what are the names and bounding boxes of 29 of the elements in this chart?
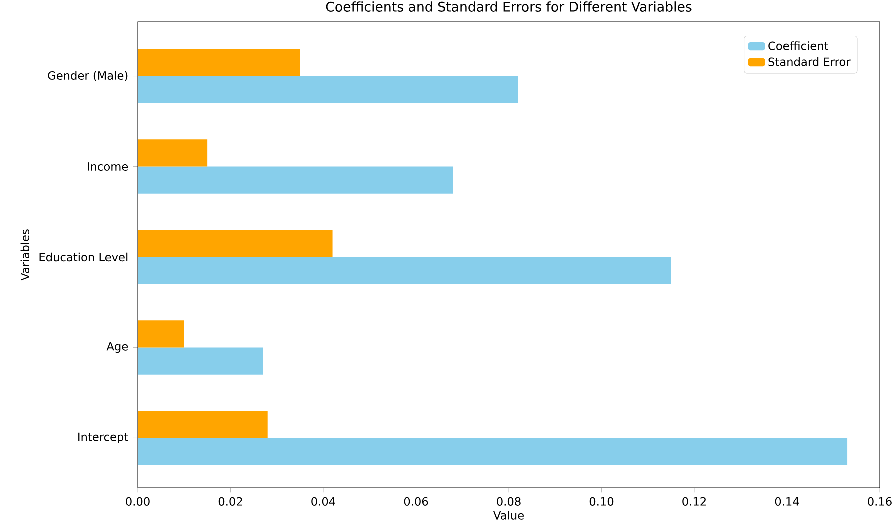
bar (138, 320, 184, 348)
y-tick-label: Gender (Male) (48, 71, 128, 82)
x-tick-label: 0.16 (868, 497, 892, 506)
x-tick-label: 0.14 (775, 497, 800, 506)
y-tick-label: Income (88, 162, 128, 171)
y-tick-label: Age (106, 342, 128, 354)
bar (138, 348, 264, 375)
y-axis-title: Variables (20, 230, 30, 281)
bar (138, 140, 208, 167)
bar (138, 438, 848, 466)
chart-title: Coefficients and Standard Errors for Different Variables (326, 2, 692, 12)
legend-label: Coefficient (768, 42, 829, 50)
x-tick-label: 0.04 (312, 497, 336, 506)
x-axis-title: Value (494, 511, 524, 520)
y-tick-label: Intercept (78, 432, 128, 444)
bar (138, 257, 672, 284)
x-tick-label: 0.06 (404, 497, 428, 506)
y-tick-label: Education Level (40, 252, 128, 262)
bar (138, 49, 300, 76)
bar (138, 166, 454, 194)
legend-label: Standard Error (768, 58, 851, 66)
x-tick-label: 0.02 (218, 497, 242, 506)
x-tick-label: 0.12 (682, 497, 706, 506)
bar (138, 230, 333, 258)
x-tick-label: 0.10 (590, 497, 614, 506)
bar (138, 411, 268, 438)
x-tick-label: 0.08 (497, 497, 521, 506)
x-tick-label: 0.00 (126, 497, 150, 506)
bar (138, 76, 518, 104)
